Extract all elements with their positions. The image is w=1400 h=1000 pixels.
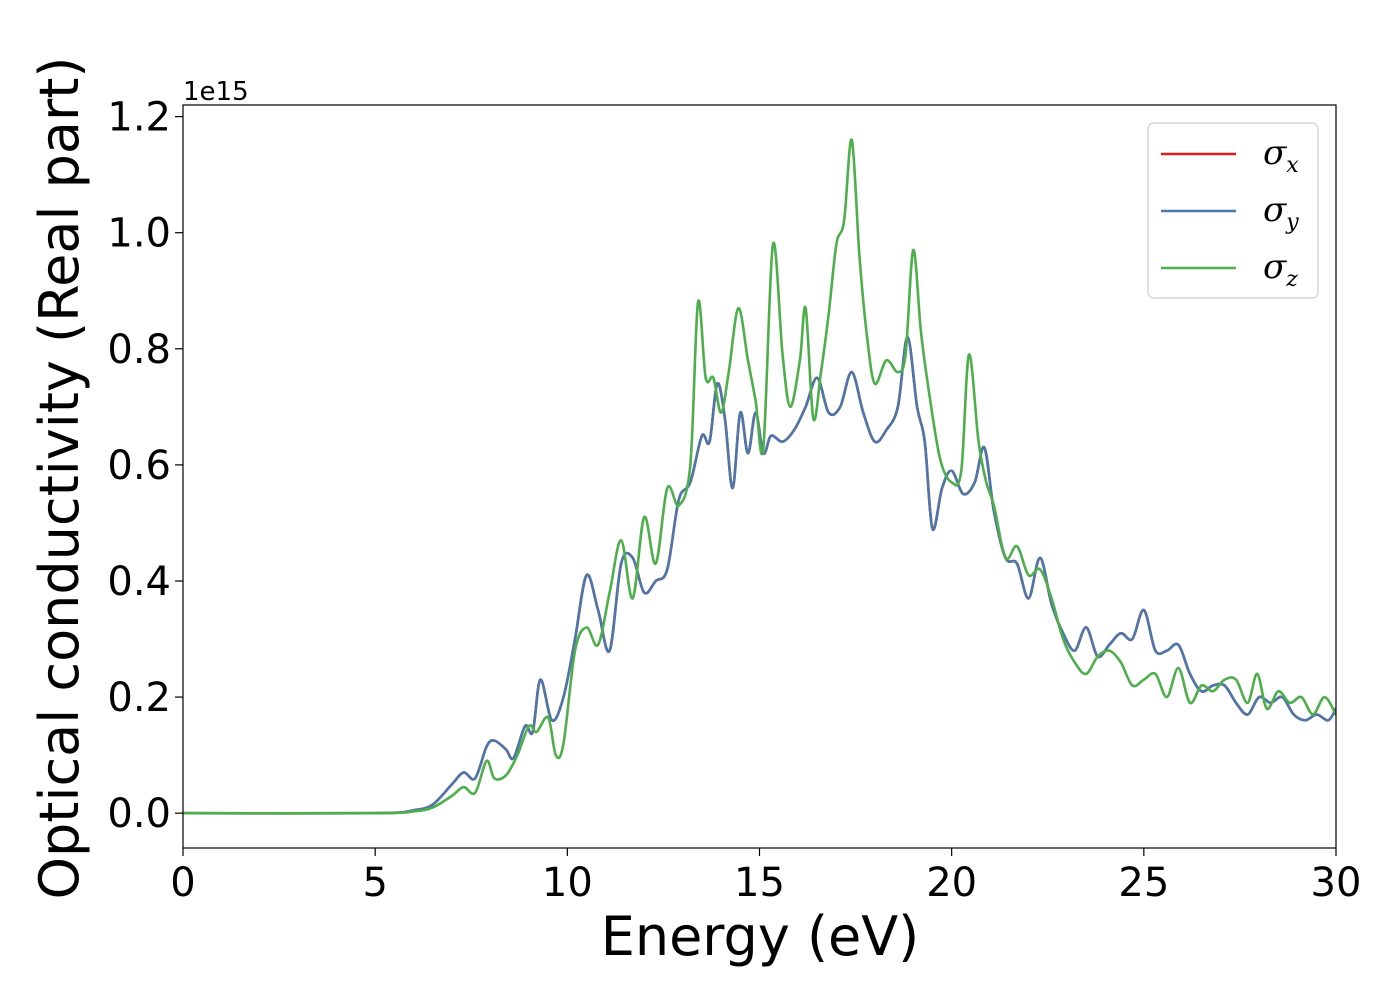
plot-area <box>183 138 1336 815</box>
y-tick-label: 0.8 <box>107 327 171 373</box>
x-tick-label: 5 <box>362 860 387 906</box>
x-tick-label: 30 <box>1311 860 1362 906</box>
y-axis-label: Optical conductivity (Real part) <box>28 57 91 900</box>
axes: 0 5 10 15 20 25 30 0.0 0.2 0.4 0.6 0.8 1.0 1.2 <box>107 95 1361 906</box>
y-tick-label: 0.4 <box>107 559 171 605</box>
y-tick-label: 0.0 <box>107 791 171 837</box>
series-line-y <box>183 335 1336 815</box>
x-tick-label: 25 <box>1118 860 1169 906</box>
series-line-z <box>183 138 1336 815</box>
series-lines <box>183 138 1336 815</box>
x-axis-label: Energy (eV) <box>601 905 920 968</box>
y-tick-label: 0.2 <box>107 675 171 721</box>
y-tick-label: 0.6 <box>107 443 171 489</box>
x-tick-label: 0 <box>170 860 195 906</box>
x-tick-label: 15 <box>734 860 785 906</box>
y-tick-label: 1.2 <box>107 95 171 141</box>
y-tick-label: 1.0 <box>107 211 171 257</box>
y-offset-label: 1e15 <box>183 77 249 107</box>
x-tick-label: 10 <box>542 860 593 906</box>
x-tick-label: 20 <box>926 860 977 906</box>
